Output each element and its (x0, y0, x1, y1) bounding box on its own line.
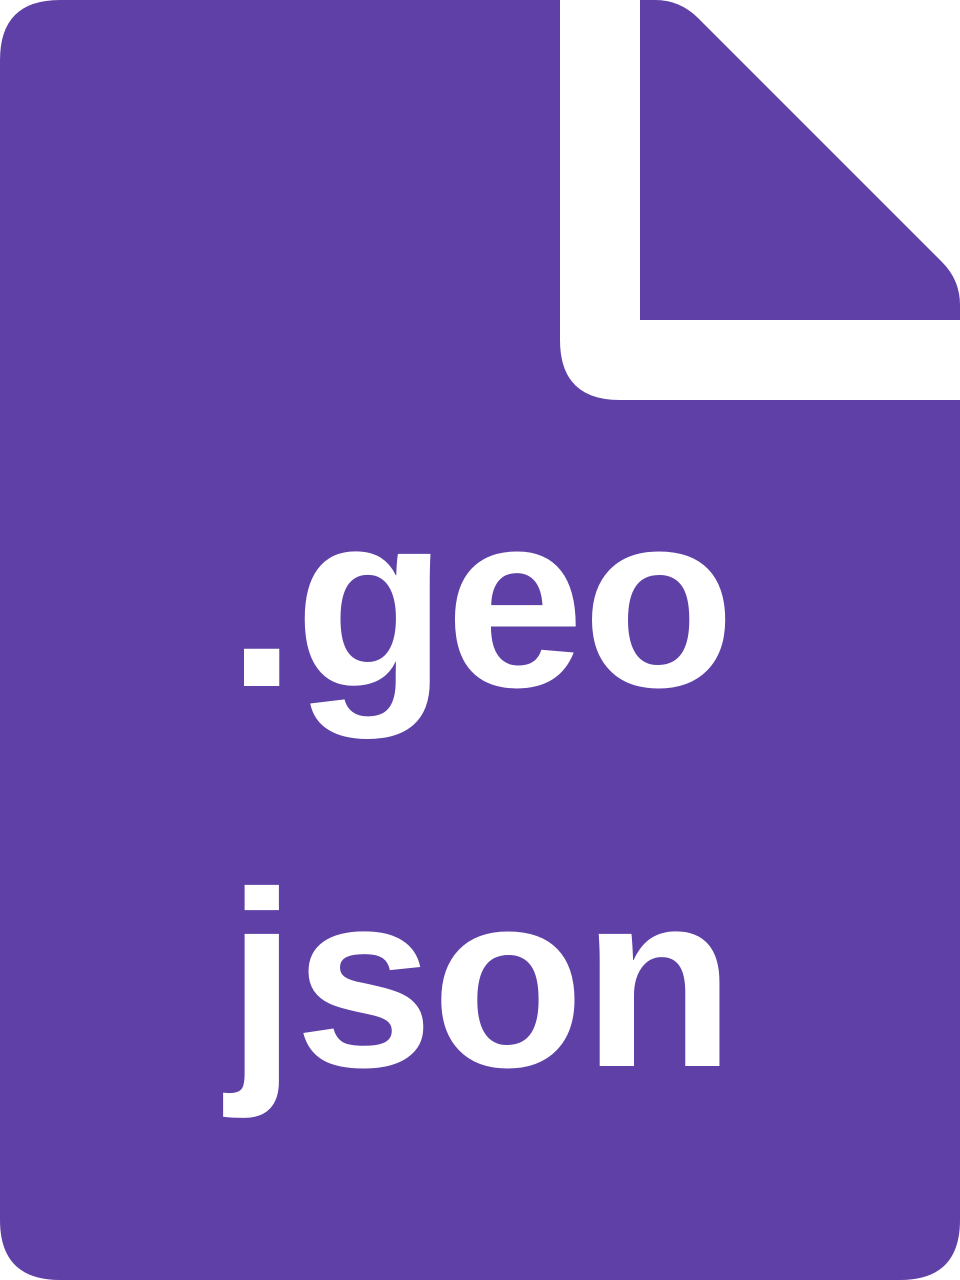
extension-label-line-1: .geo (227, 460, 735, 739)
file-fold-corner (640, 0, 960, 320)
extension-label-line-2: json (227, 840, 735, 1119)
